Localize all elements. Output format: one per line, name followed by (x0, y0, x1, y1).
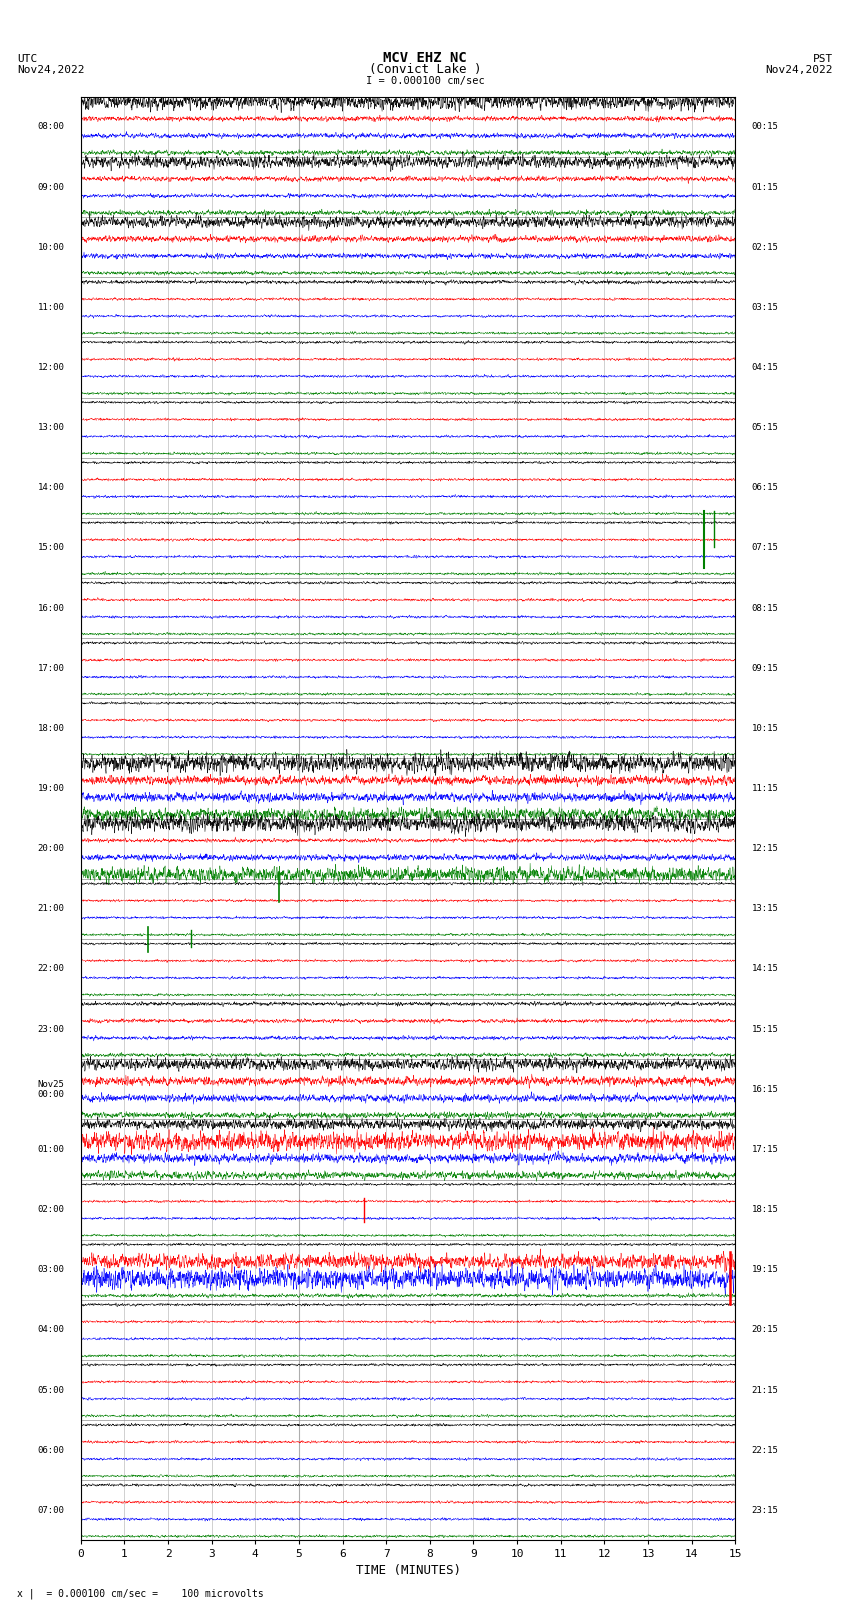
Text: 05:00: 05:00 (37, 1386, 65, 1395)
Text: 16:15: 16:15 (751, 1086, 779, 1094)
Text: 02:15: 02:15 (751, 242, 779, 252)
Text: 10:15: 10:15 (751, 724, 779, 732)
Text: 09:15: 09:15 (751, 663, 779, 673)
Text: x |  = 0.000100 cm/sec =    100 microvolts: x | = 0.000100 cm/sec = 100 microvolts (17, 1589, 264, 1598)
Text: 08:00: 08:00 (37, 123, 65, 131)
Text: 10:00: 10:00 (37, 242, 65, 252)
Text: 02:00: 02:00 (37, 1205, 65, 1215)
Text: 01:15: 01:15 (751, 182, 779, 192)
Text: 22:15: 22:15 (751, 1445, 779, 1455)
Text: MCV EHZ NC: MCV EHZ NC (383, 52, 467, 65)
Text: 19:00: 19:00 (37, 784, 65, 794)
Text: UTC
Nov24,2022: UTC Nov24,2022 (17, 53, 84, 76)
Text: 18:00: 18:00 (37, 724, 65, 732)
Text: 05:15: 05:15 (751, 423, 779, 432)
Text: 06:00: 06:00 (37, 1445, 65, 1455)
X-axis label: TIME (MINUTES): TIME (MINUTES) (355, 1563, 461, 1576)
Text: 12:15: 12:15 (751, 844, 779, 853)
Text: 14:00: 14:00 (37, 484, 65, 492)
Text: 23:15: 23:15 (751, 1507, 779, 1515)
Text: 09:00: 09:00 (37, 182, 65, 192)
Text: 07:00: 07:00 (37, 1507, 65, 1515)
Text: 17:00: 17:00 (37, 663, 65, 673)
Text: 20:00: 20:00 (37, 844, 65, 853)
Text: 14:15: 14:15 (751, 965, 779, 974)
Text: 07:15: 07:15 (751, 544, 779, 552)
Text: 12:00: 12:00 (37, 363, 65, 373)
Text: 19:15: 19:15 (751, 1265, 779, 1274)
Text: PST
Nov24,2022: PST Nov24,2022 (766, 53, 833, 76)
Text: 01:00: 01:00 (37, 1145, 65, 1153)
Text: 13:00: 13:00 (37, 423, 65, 432)
Text: 23:00: 23:00 (37, 1024, 65, 1034)
Text: 20:15: 20:15 (751, 1326, 779, 1334)
Text: 00:15: 00:15 (751, 123, 779, 131)
Text: 03:00: 03:00 (37, 1265, 65, 1274)
Text: Nov25
00:00: Nov25 00:00 (37, 1079, 65, 1098)
Text: 17:15: 17:15 (751, 1145, 779, 1153)
Text: 04:00: 04:00 (37, 1326, 65, 1334)
Text: (Convict Lake ): (Convict Lake ) (369, 63, 481, 76)
Text: 15:15: 15:15 (751, 1024, 779, 1034)
Text: 03:15: 03:15 (751, 303, 779, 311)
Text: 06:15: 06:15 (751, 484, 779, 492)
Text: 11:00: 11:00 (37, 303, 65, 311)
Text: 04:15: 04:15 (751, 363, 779, 373)
Text: 15:00: 15:00 (37, 544, 65, 552)
Text: 22:00: 22:00 (37, 965, 65, 974)
Text: 18:15: 18:15 (751, 1205, 779, 1215)
Text: 13:15: 13:15 (751, 905, 779, 913)
Text: 16:00: 16:00 (37, 603, 65, 613)
Text: 21:15: 21:15 (751, 1386, 779, 1395)
Text: 08:15: 08:15 (751, 603, 779, 613)
Text: 21:00: 21:00 (37, 905, 65, 913)
Text: 11:15: 11:15 (751, 784, 779, 794)
Text: I = 0.000100 cm/sec: I = 0.000100 cm/sec (366, 76, 484, 85)
